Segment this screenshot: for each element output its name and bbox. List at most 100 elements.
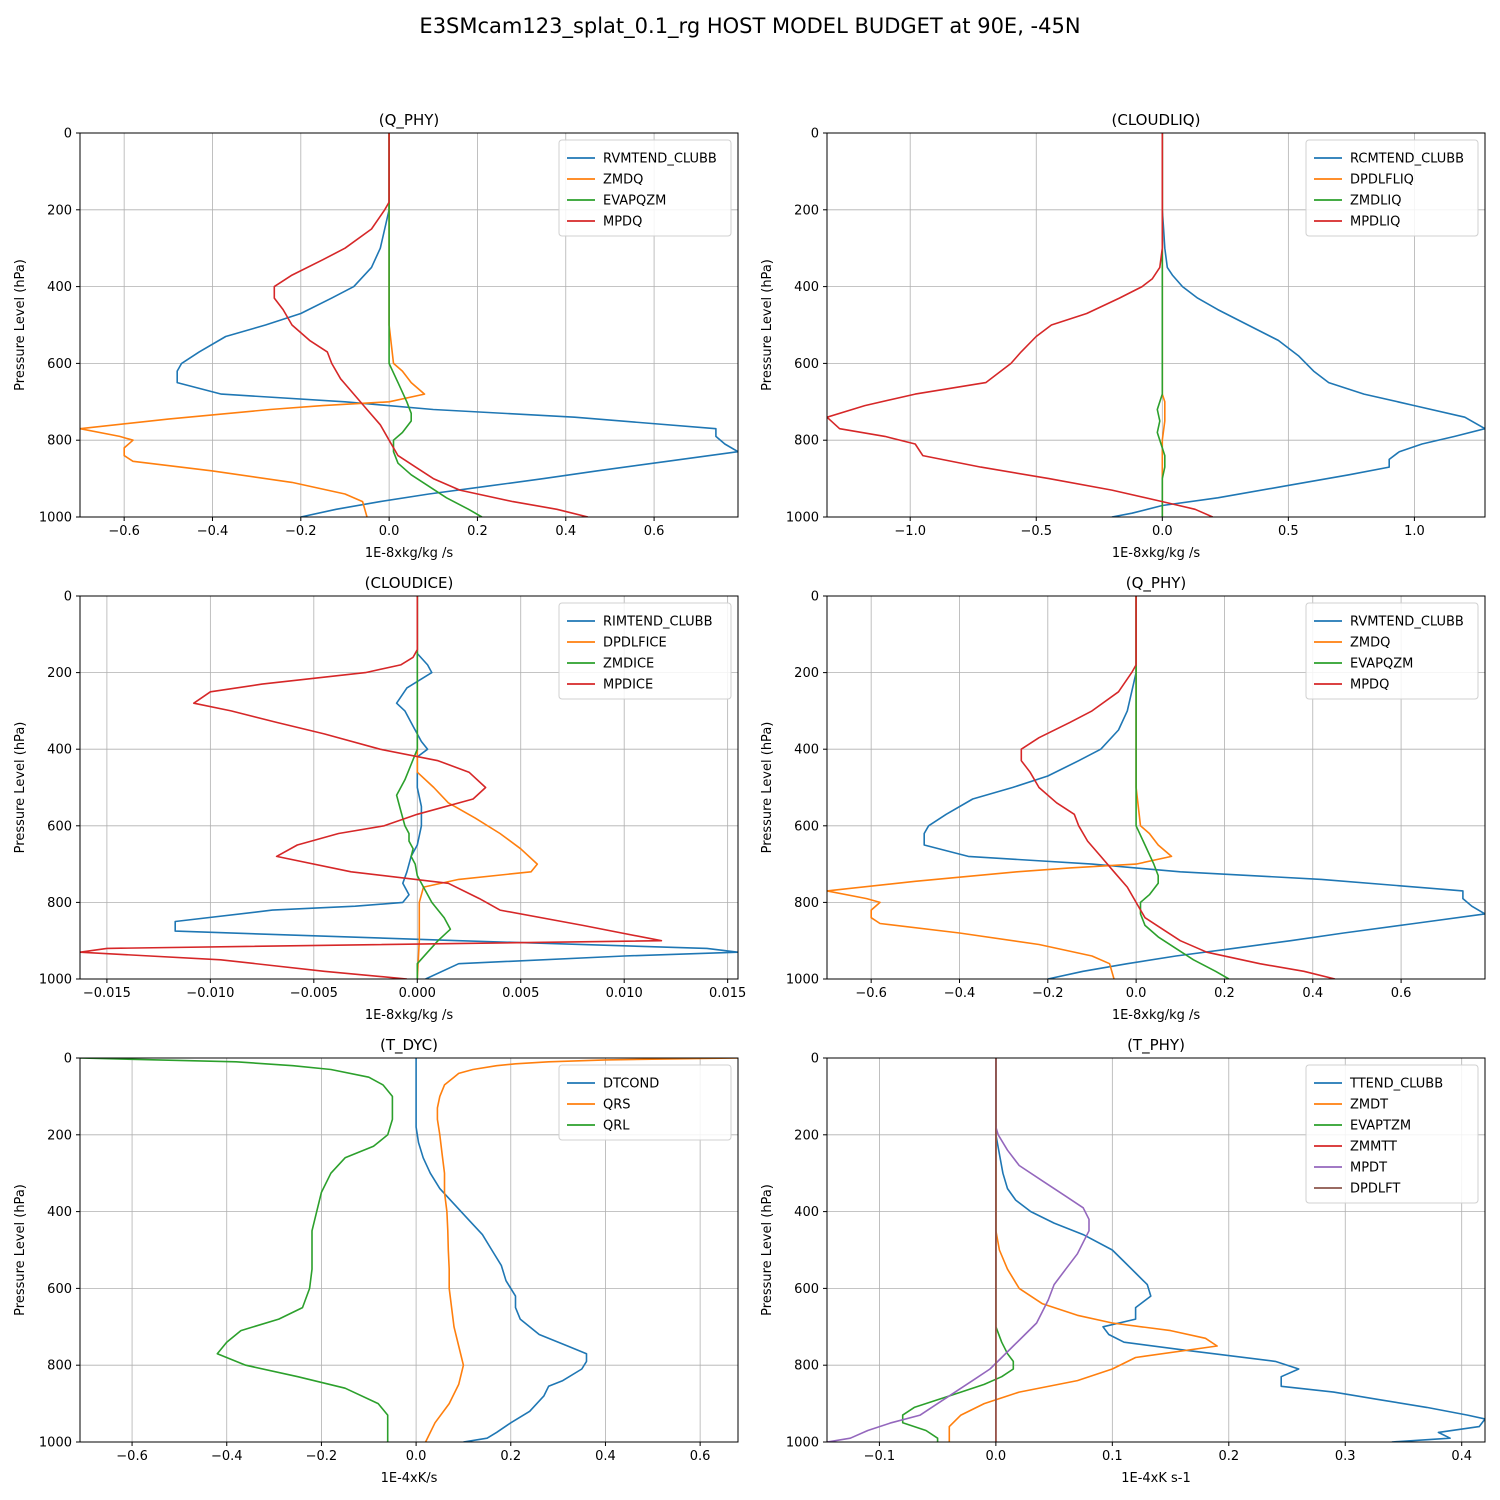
x-tick-label: −0.6 — [855, 986, 887, 1001]
legend: RIMTEND_CLUBB DPDLFICE ZMDICE MPDICE — [558, 602, 732, 700]
x-tick-label: 0.4 — [1302, 986, 1323, 1001]
chart-panel-3: −0.015 −0.010 −0.005 0.000 0.005 0.010 0.015 0 2… — [13, 574, 746, 1023]
series-line-evaptzm — [901, 1058, 1015, 1442]
x-axis-label: 1E-8xkg/kg /s — [365, 1008, 454, 1023]
legend-label: ZMDT — [1350, 1098, 1388, 1113]
x-tick-label: 0.2 — [1214, 986, 1235, 1001]
series-line-rimtend_clubb — [174, 596, 738, 979]
subplot-title: (Q_PHY) — [379, 111, 440, 130]
series-line-zmdt — [948, 1058, 1218, 1442]
series-group — [80, 596, 738, 979]
legend-box — [558, 602, 732, 700]
subplot-title: (T_PHY) — [1127, 1036, 1185, 1055]
x-tick-label: −0.2 — [285, 524, 317, 539]
plot-frame — [79, 132, 739, 518]
x-tick-label: −0.5 — [1020, 524, 1052, 539]
legend-label: TTEND_CLUBB — [1349, 1077, 1443, 1092]
y-tick-label: 400 — [47, 280, 72, 295]
y-tick-label: 1000 — [39, 973, 72, 988]
plot-frame — [79, 595, 739, 980]
x-tick-label: 0.010 — [606, 986, 643, 1001]
legend-label: EVAPTZM — [1350, 1119, 1411, 1134]
legend-label: DPDLFICE — [603, 636, 667, 651]
plot-frame — [826, 595, 1486, 980]
series-line-rcmtend_clubb — [1111, 133, 1485, 517]
x-tick-label: 0.2 — [500, 1449, 521, 1464]
series-line-mpdliq — [827, 133, 1214, 517]
legend-label: DPDLFT — [1350, 1182, 1400, 1197]
y-tick-label: 400 — [47, 1205, 72, 1220]
series-line-rvmtend_clubb — [176, 133, 738, 517]
series-group — [827, 596, 1485, 979]
y-tick-label: 0 — [64, 127, 72, 142]
y-axis-label: Pressure Level (hPa) — [13, 259, 28, 391]
legend-box — [1305, 139, 1479, 237]
y-axis-label: Pressure Level (hPa) — [13, 722, 28, 854]
series-line-zmdq — [827, 596, 1173, 979]
series-group — [80, 133, 738, 517]
x-tick-label: −0.1 — [864, 1449, 896, 1464]
x-tick-label: −0.005 — [290, 986, 338, 1001]
figure-title: E3SMcam123_splat_0.1_rg HOST MODEL BUDGE… — [419, 14, 1081, 38]
legend-label: ZMDQ — [603, 173, 643, 188]
legend-label: RVMTEND_CLUBB — [603, 152, 717, 167]
x-tick-label: 0.0 — [1126, 986, 1147, 1001]
x-tick-label: −0.4 — [211, 1449, 243, 1464]
y-tick-label: 800 — [794, 1359, 819, 1374]
y-axis-label: Pressure Level (hPa) — [760, 259, 775, 391]
x-tick-label: 0.2 — [1218, 1449, 1239, 1464]
chart-panel-5: −0.6 −0.4 −0.2 0.0 0.2 0.4 0.6 0 200 400 600 800 100… — [13, 1036, 739, 1486]
legend-label: MPDLIQ — [1350, 215, 1400, 230]
subplot-title: (CLOUDICE) — [365, 574, 454, 592]
y-tick-label: 1000 — [786, 1436, 819, 1451]
x-tick-label: 0.005 — [502, 986, 539, 1001]
series-line-zmdice — [395, 596, 452, 979]
y-tick-label: 600 — [794, 357, 819, 372]
y-tick-label: 400 — [47, 743, 72, 758]
x-tick-label: −1.0 — [894, 524, 926, 539]
x-tick-label: −0.6 — [108, 524, 140, 539]
x-tick-label: 0.4 — [595, 1449, 616, 1464]
series-line-qrs — [424, 1058, 738, 1442]
y-tick-label: 0 — [811, 1052, 819, 1067]
series-line-qrl — [80, 1058, 394, 1442]
y-tick-label: 1000 — [39, 1436, 72, 1451]
x-tick-label: 0.000 — [399, 986, 436, 1001]
legend: TTEND_CLUBB ZMDT EVAPTZM ZMMTT MPDT DPDLFT — [1305, 1064, 1479, 1204]
legend-label: QRL — [603, 1119, 630, 1134]
x-tick-label: 0.6 — [1391, 986, 1412, 1001]
legend-label: ZMDQ — [1350, 636, 1390, 651]
y-tick-label: 800 — [47, 896, 72, 911]
legend-label: DPDLFLIQ — [1350, 173, 1414, 188]
legend-label: RVMTEND_CLUBB — [1350, 615, 1464, 630]
y-tick-label: 1000 — [786, 973, 819, 988]
y-tick-label: 400 — [794, 1205, 819, 1220]
legend: RVMTEND_CLUBB ZMDQ EVAPQZM MPDQ — [558, 139, 732, 237]
y-tick-label: 0 — [811, 590, 819, 605]
y-tick-label: 600 — [794, 819, 819, 834]
legend-label: MPDQ — [1350, 678, 1389, 693]
legend-label: EVAPQZM — [603, 194, 666, 209]
series-line-mpdq — [273, 133, 589, 517]
x-tick-label: 0.4 — [555, 524, 576, 539]
series-line-mpdice — [80, 596, 663, 979]
x-axis-label: 1E-8xkg/kg /s — [365, 546, 454, 561]
y-tick-label: 200 — [47, 666, 72, 681]
y-tick-label: 800 — [794, 896, 819, 911]
series-group — [80, 1058, 738, 1442]
legend: RVMTEND_CLUBB ZMDQ EVAPQZM MPDQ — [1305, 602, 1479, 700]
x-tick-label: 0.0 — [406, 1449, 427, 1464]
y-tick-label: 400 — [794, 743, 819, 758]
subplot-title: (CLOUDLIQ) — [1112, 111, 1201, 129]
x-tick-label: 0.6 — [644, 524, 665, 539]
legend-label: ZMDLIQ — [1350, 194, 1401, 209]
x-tick-label: 0.015 — [709, 986, 746, 1001]
legend-box — [1305, 1064, 1479, 1204]
series-line-mpdt — [827, 1058, 1090, 1442]
x-tick-label: 0.6 — [690, 1449, 711, 1464]
legend-label: MPDT — [1350, 1161, 1387, 1176]
plot-frame — [79, 1057, 739, 1443]
x-tick-label: −0.2 — [1032, 986, 1064, 1001]
x-tick-label: −0.4 — [944, 986, 976, 1001]
